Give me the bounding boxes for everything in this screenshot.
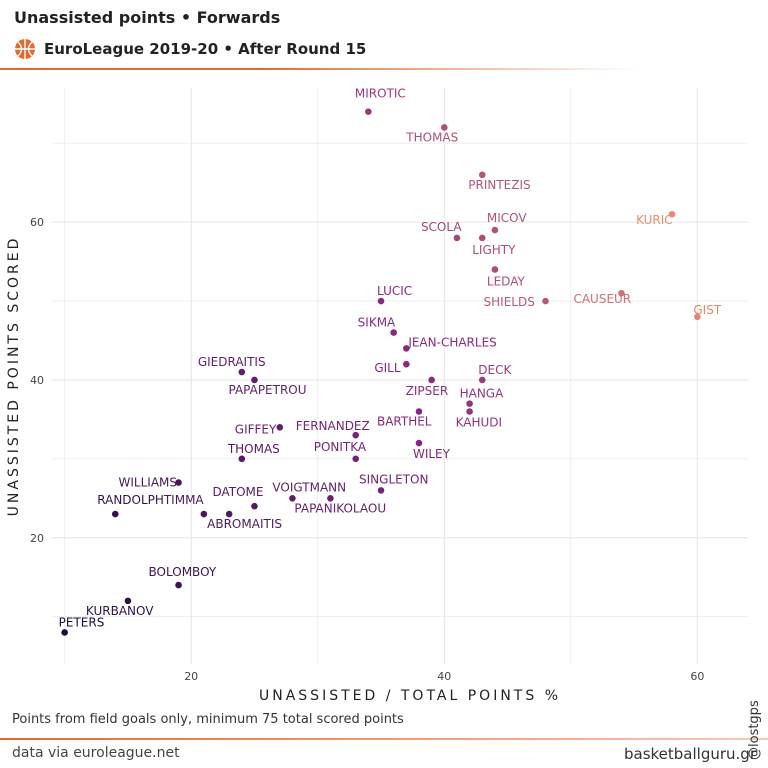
data-point bbox=[352, 455, 360, 463]
point-label: SHIELDS bbox=[484, 295, 535, 309]
data-point bbox=[491, 226, 499, 234]
point-label: KAHUDI bbox=[456, 416, 502, 430]
point-label: MIROTIC bbox=[355, 87, 406, 101]
data-point bbox=[200, 510, 208, 518]
point-label: SINGLETON bbox=[359, 472, 428, 486]
data-point bbox=[403, 345, 410, 352]
data-point bbox=[175, 581, 182, 589]
data-point bbox=[61, 629, 68, 636]
data-point bbox=[618, 289, 625, 297]
data-point bbox=[415, 439, 423, 447]
y-tick-label: 20 bbox=[30, 532, 44, 545]
author-handle: @lostgps bbox=[747, 700, 762, 760]
data-point bbox=[111, 510, 119, 518]
data-point bbox=[390, 329, 397, 336]
euroleague-ball-icon bbox=[15, 39, 35, 59]
data-points bbox=[61, 108, 701, 636]
point-label: BOLOMBOY bbox=[149, 565, 217, 579]
point-label: ZIPSER bbox=[406, 384, 449, 398]
data-point bbox=[289, 495, 296, 502]
point-label: WILLIAMS bbox=[119, 476, 178, 490]
point-label: SCOLA bbox=[421, 220, 462, 234]
data-point bbox=[403, 360, 410, 368]
point-label: RANDOLPH bbox=[97, 493, 164, 507]
data-point bbox=[251, 376, 258, 384]
brand-name: basketballguru.gr bbox=[624, 745, 756, 763]
point-label: PETERS bbox=[59, 615, 105, 629]
point-labels: MIROTIC THOMAS PRINTEZIS KURIC MICOV SCOLA LIG… bbox=[59, 87, 722, 630]
data-point bbox=[453, 234, 461, 242]
data-point bbox=[377, 487, 385, 494]
header-divider bbox=[0, 68, 640, 70]
gridlines bbox=[52, 88, 748, 664]
point-label: TIMMA bbox=[163, 493, 205, 507]
point-label: PONITKA bbox=[314, 440, 367, 454]
y-tick-label: 40 bbox=[30, 374, 44, 387]
chart-caption: Points from field goals only, minimum 75… bbox=[12, 712, 404, 727]
y-axis-title: UNASSISTED POINTS SCORED bbox=[6, 236, 22, 517]
point-label: KURIC bbox=[636, 213, 673, 227]
point-label: VOIGTMANN bbox=[272, 480, 346, 494]
point-label: THOMAS bbox=[227, 442, 280, 456]
x-tick-label: 60 bbox=[690, 670, 704, 683]
point-label: GIEDRAITIS bbox=[198, 355, 266, 369]
point-label: LIGHTY bbox=[472, 243, 516, 257]
data-source: data via euroleague.net bbox=[12, 745, 180, 761]
data-point bbox=[225, 510, 233, 518]
data-point bbox=[327, 495, 334, 502]
x-axis-title: UNASSISTED / TOTAL POINTS % bbox=[259, 688, 561, 704]
scatter-plot: 20 40 60 20 40 60 MIROTIC THOMAS PRINTEZIS KURIC… bbox=[6, 87, 748, 704]
data-point bbox=[238, 455, 246, 463]
data-point bbox=[428, 376, 435, 384]
data-point bbox=[478, 171, 486, 179]
data-point bbox=[491, 266, 499, 273]
data-point bbox=[466, 400, 473, 407]
point-label: DECK bbox=[478, 363, 512, 377]
point-label: MICOV bbox=[487, 211, 528, 225]
point-label: ABROMAITIS bbox=[207, 517, 282, 531]
data-point bbox=[352, 431, 360, 439]
y-tick-label: 60 bbox=[30, 216, 44, 229]
point-label: GIFFEY bbox=[235, 422, 277, 436]
chart-title: Unassisted points • Forwards bbox=[14, 8, 281, 27]
data-point bbox=[440, 124, 448, 131]
x-tick-label: 20 bbox=[184, 670, 198, 683]
footer-divider bbox=[0, 738, 768, 740]
data-point bbox=[238, 368, 246, 376]
point-label: GILL bbox=[374, 361, 401, 375]
point-label: BARTHEL bbox=[377, 415, 432, 429]
data-point bbox=[478, 234, 486, 242]
point-label: PRINTEZIS bbox=[468, 178, 530, 192]
point-label: LEDAY bbox=[487, 274, 526, 288]
point-label: LUCIC bbox=[377, 284, 412, 298]
tick-labels: 20 40 60 20 40 60 bbox=[30, 216, 704, 683]
point-label: PAPAPETROU bbox=[228, 383, 306, 397]
data-point bbox=[276, 423, 284, 431]
chart-subtitle: EuroLeague 2019-20 • After Round 15 bbox=[44, 40, 367, 58]
data-point bbox=[668, 210, 676, 218]
data-point bbox=[175, 479, 182, 486]
data-point bbox=[377, 297, 385, 305]
point-label: HANGA bbox=[460, 387, 505, 401]
data-point bbox=[478, 376, 486, 384]
point-label: WILEY bbox=[413, 447, 451, 461]
data-point bbox=[251, 502, 258, 510]
data-point bbox=[365, 108, 372, 115]
point-label: DATOME bbox=[212, 485, 263, 499]
point-label: FERNANDEZ bbox=[296, 419, 370, 433]
point-label: CAUSEUR bbox=[573, 292, 631, 306]
data-point bbox=[466, 408, 473, 415]
x-tick-label: 40 bbox=[437, 670, 451, 683]
data-point bbox=[694, 313, 701, 321]
point-label: THOMAS bbox=[405, 130, 458, 144]
data-point bbox=[542, 297, 549, 305]
point-label: SIKMA bbox=[358, 316, 396, 330]
point-label: KURBANOV bbox=[86, 604, 154, 618]
data-point bbox=[124, 597, 132, 605]
point-label: GIST bbox=[693, 303, 721, 317]
data-point bbox=[415, 408, 423, 415]
point-label: PAPANIKOLAOU bbox=[294, 501, 386, 515]
point-label: JEAN-CHARLES bbox=[407, 335, 496, 349]
